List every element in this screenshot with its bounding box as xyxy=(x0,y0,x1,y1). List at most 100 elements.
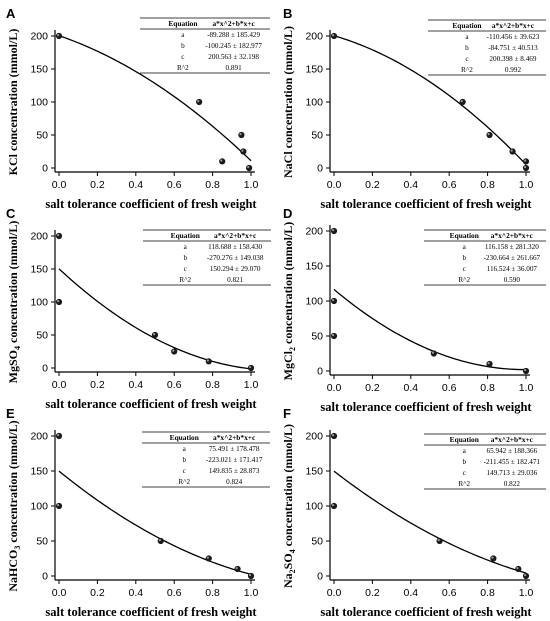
y-tick-label: 0 xyxy=(42,163,48,175)
table-value: 149.835 ± 28.873 xyxy=(209,467,260,475)
data-point xyxy=(171,348,178,355)
data-point xyxy=(219,158,226,165)
data-point-highlight xyxy=(460,100,463,103)
table-header-equation: Equation xyxy=(168,19,197,28)
y-axis-label-part: KCl concentration (mmol/L) xyxy=(6,29,20,176)
table-param: b xyxy=(462,458,466,466)
y-tick-label: 0 xyxy=(317,571,323,583)
data-point-highlight xyxy=(57,300,60,303)
table-header-formula: a*x^2+b*x+c xyxy=(491,231,534,240)
x-tick-label: 1.0 xyxy=(519,382,534,394)
table-header-equation: Equation xyxy=(452,21,481,30)
y-tick-label: 200 xyxy=(305,31,323,43)
x-tick-label: 1.0 xyxy=(244,587,259,599)
data-point xyxy=(205,358,212,365)
x-tick-label: 1.0 xyxy=(244,379,259,391)
table-param: a xyxy=(463,447,467,455)
x-axis-label: salt tolerance coefficient of fresh weig… xyxy=(45,197,257,211)
table-param: c xyxy=(181,53,184,61)
x-tick-label: 0.0 xyxy=(52,587,67,599)
data-point-highlight xyxy=(332,299,335,302)
fit-curve xyxy=(58,35,252,162)
y-axis-label-part: NaCl concentration (mmol/L) xyxy=(281,26,295,178)
data-point xyxy=(522,164,530,172)
data-point-highlight xyxy=(332,34,335,37)
data-point xyxy=(522,367,530,375)
y-axis-label-part: 3 xyxy=(13,546,22,550)
y-tick-label: 50 xyxy=(36,130,48,142)
y-tick-label: 150 xyxy=(30,466,48,478)
x-axis-label: salt tolerance coefficient of fresh weig… xyxy=(320,197,532,211)
table-value: 116.158 ± 281.320 xyxy=(485,243,539,251)
x-tick-label: 0.0 xyxy=(52,179,67,191)
table-param: R^2 xyxy=(179,276,191,284)
x-tick-label: 0.6 xyxy=(167,587,182,599)
data-point-highlight xyxy=(220,159,223,162)
data-point-highlight xyxy=(524,159,527,162)
y-axis-label: MgCl2 concentration (mmol/L) xyxy=(281,222,297,381)
x-tick-label: 0.4 xyxy=(128,179,143,191)
table-param: R^2 xyxy=(458,480,470,488)
x-tick-label: 0.6 xyxy=(442,587,457,599)
table-param: a xyxy=(183,445,187,453)
x-tick-label: 0.0 xyxy=(327,382,342,394)
data-point-highlight xyxy=(172,349,175,352)
y-tick-label: 0 xyxy=(317,366,323,378)
fit-curve xyxy=(333,470,527,574)
equation-table: Equation a*x^2+b*x+c a 118.688 ± 158.430 b -2… xyxy=(143,229,271,286)
table-param: R^2 xyxy=(461,66,473,74)
data-point xyxy=(522,572,530,580)
table-value: -84.751 ± 40.513 xyxy=(488,44,538,52)
table-param: c xyxy=(184,265,187,273)
table-param: c xyxy=(183,467,186,475)
y-tick-label: 0 xyxy=(317,163,323,175)
x-tick-label: 0.8 xyxy=(480,587,495,599)
table-value: 0.992 xyxy=(505,66,522,74)
data-point-highlight xyxy=(516,567,519,570)
y-axis-label: NaHCO3 concentration (mmol/L) xyxy=(6,420,22,591)
y-tick-label: 150 xyxy=(305,64,323,76)
data-point xyxy=(245,164,253,172)
data-point-highlight xyxy=(524,369,527,372)
x-tick-label: 0.4 xyxy=(128,379,143,391)
table-value: -100.245 ± 182.977 xyxy=(205,42,262,50)
table-header-formula: a*x^2+b*x+c xyxy=(491,435,534,444)
data-point-highlight xyxy=(57,34,60,37)
table-param: R^2 xyxy=(458,276,470,284)
data-point-highlight xyxy=(510,149,513,152)
table-value: 0.821 xyxy=(227,276,244,284)
data-point xyxy=(247,572,255,580)
y-axis-label-part: 2 xyxy=(288,347,297,351)
panel-letter: E xyxy=(6,406,15,421)
x-axis-label: salt tolerance coefficient of fresh weig… xyxy=(320,605,532,619)
y-tick-label: 50 xyxy=(36,536,48,548)
x-tick-label: 0.0 xyxy=(52,379,67,391)
table-value: 0.891 xyxy=(226,64,243,72)
table-value: 200.563 ± 32.198 xyxy=(208,53,259,61)
data-point xyxy=(55,232,63,240)
y-tick-label: 50 xyxy=(311,536,323,548)
y-axis-label: MgSO4 concentration (mmol/L) xyxy=(6,221,22,384)
y-axis-label: KCl concentration (mmol/L) xyxy=(6,29,20,176)
table-param: R^2 xyxy=(178,478,190,486)
table-param: a xyxy=(463,243,467,251)
y-tick-label: 200 xyxy=(30,31,48,43)
y-axis-label: NaCl concentration (mmol/L) xyxy=(281,26,295,178)
data-point-highlight xyxy=(249,574,252,577)
y-tick-label: 100 xyxy=(305,296,323,308)
data-point xyxy=(196,98,203,106)
x-tick-label: 0.6 xyxy=(442,179,457,191)
y-tick-label: 50 xyxy=(36,330,48,342)
panel-d: D 0 50 100 150 200 0.0 0.2 0.4 0.6 0.8 1.0 salt tole… xyxy=(281,206,546,414)
table-header-formula: a*x^2+b*x+c xyxy=(492,21,535,30)
data-point-highlight xyxy=(239,133,242,136)
table-value: 149.713 ± 29.036 xyxy=(487,469,538,477)
y-tick-label: 50 xyxy=(311,130,323,142)
equation-table: Equation a*x^2+b*x+c a 116.158 ± 281.320 b -2… xyxy=(424,229,546,286)
y-axis-label-part: MgSO xyxy=(6,350,20,383)
table-param: b xyxy=(183,254,187,262)
panel-a: A 0 50 100 150 200 0.0 0.2 0.4 0.6 0.8 1.0 salt tole… xyxy=(6,6,270,211)
data-point-highlight xyxy=(524,574,527,577)
data-point xyxy=(205,555,212,562)
data-point xyxy=(247,364,255,372)
